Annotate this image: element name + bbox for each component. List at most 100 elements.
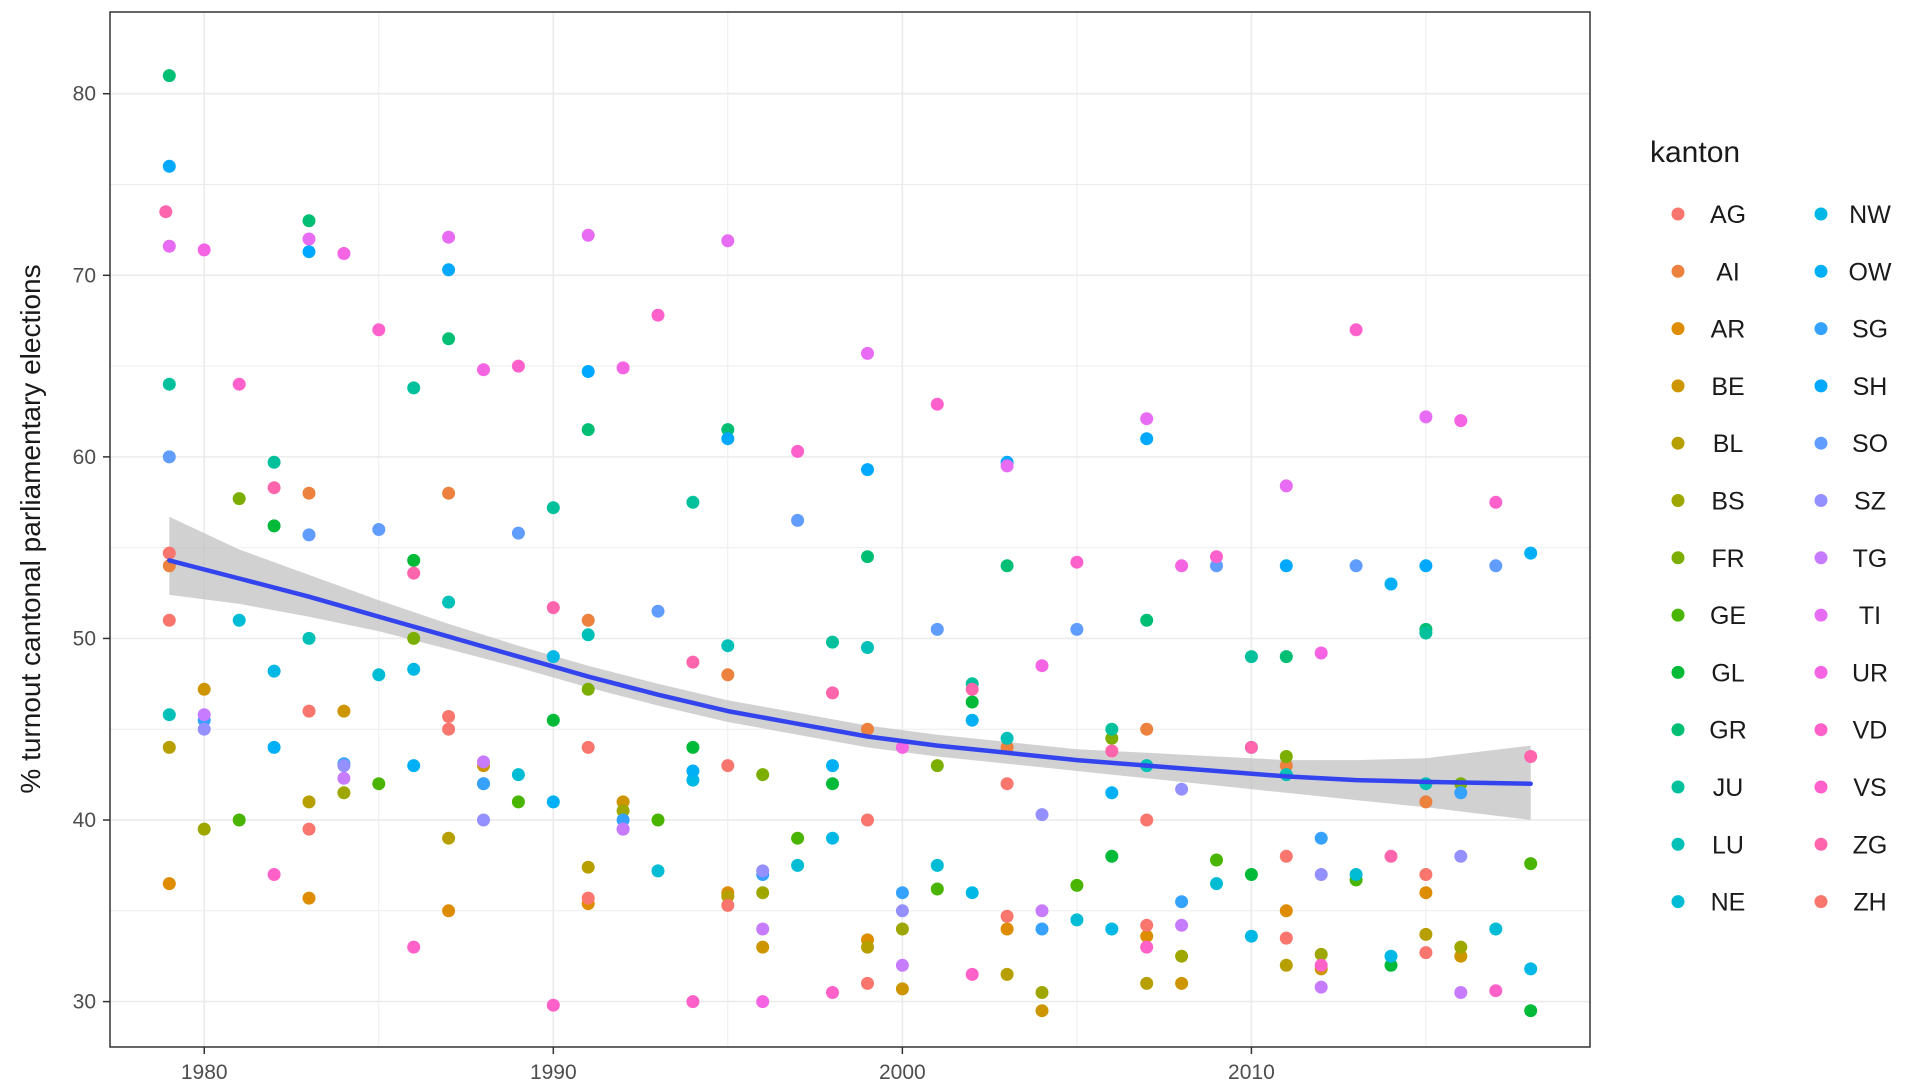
data-point-sz <box>477 813 490 827</box>
legend-label-vs: VS <box>1853 774 1886 802</box>
legend-label-ai: AI <box>1716 258 1740 286</box>
legend-key-gl <box>1671 665 1685 679</box>
data-point-ne <box>1210 877 1223 891</box>
legend-key-ur <box>1814 665 1828 679</box>
data-point-bl <box>721 889 735 903</box>
data-point-ju <box>162 377 176 391</box>
legend-key-be <box>1671 379 1685 393</box>
legend-label-gl: GL <box>1711 659 1744 687</box>
legend-key-ge <box>1671 608 1685 622</box>
data-point-ag <box>1279 849 1293 863</box>
data-point-fr <box>232 492 246 506</box>
data-point-bl <box>302 795 316 809</box>
data-points <box>159 69 1538 1018</box>
data-point-ai <box>302 486 316 500</box>
data-point-tg <box>1175 918 1189 932</box>
data-point-tg <box>337 771 351 785</box>
data-point-tg <box>1314 980 1328 994</box>
data-point-ti <box>1000 459 1014 473</box>
data-point-tg <box>616 822 630 836</box>
data-point-gr <box>1000 559 1014 573</box>
data-point-tg <box>477 755 490 769</box>
data-point-zg <box>407 566 421 580</box>
legend-key-so <box>1814 436 1828 450</box>
data-point-zg <box>1105 744 1119 758</box>
data-point-ju <box>826 635 839 649</box>
legend-key-ow <box>1814 264 1828 278</box>
data-point-ow <box>826 759 839 773</box>
data-point-ge <box>1210 853 1223 867</box>
data-point-zg <box>267 481 281 495</box>
data-point-sz <box>1314 868 1328 881</box>
data-point-zg <box>1384 849 1398 863</box>
data-point-sg <box>1454 786 1468 800</box>
data-point-ge <box>1070 878 1084 892</box>
data-point-gl <box>965 695 979 709</box>
data-point-bs <box>337 786 351 800</box>
data-point-ag <box>1140 813 1154 827</box>
data-point-ow <box>546 795 560 809</box>
data-point-ow <box>686 764 700 778</box>
data-point-ar <box>1279 904 1293 918</box>
legend-key-lu <box>1671 837 1685 851</box>
data-point-zg <box>159 205 173 219</box>
data-point-vs <box>1349 323 1363 337</box>
y-tick-label: 30 <box>73 991 96 1014</box>
data-point-nw <box>686 773 700 787</box>
data-point-nw <box>267 664 281 678</box>
data-point-zh <box>302 822 316 836</box>
data-point-ar <box>302 891 316 905</box>
data-point-gl <box>546 713 560 727</box>
data-point-bs <box>756 886 770 900</box>
data-point-vs <box>1210 550 1223 564</box>
legend-key-ju <box>1671 780 1685 794</box>
data-point-ti <box>1140 412 1154 426</box>
data-point-nw <box>546 650 560 664</box>
data-point-ur <box>1035 659 1049 673</box>
data-point-so <box>511 526 525 540</box>
legend-key-vs <box>1814 780 1828 794</box>
legend: kanton AG AI AR BE BL BS FR GE GL GR JU LU NE NW OW SG SH… <box>1650 136 1892 917</box>
data-point-lu <box>302 631 316 645</box>
data-point-lu <box>721 639 735 653</box>
data-point-ne <box>791 858 805 872</box>
legend-label-ne: NE <box>1711 889 1746 917</box>
data-point-gr <box>1140 613 1154 627</box>
data-point-sh <box>1279 559 1293 573</box>
data-point-ne <box>232 613 246 627</box>
data-point-vd <box>1489 984 1503 998</box>
data-point-ar <box>162 877 176 891</box>
legend-key-sh <box>1814 379 1828 393</box>
data-point-so <box>372 523 386 536</box>
data-point-vs <box>930 397 944 411</box>
data-point-sg <box>1314 831 1328 845</box>
data-point-sh <box>1140 432 1154 446</box>
data-point-bl <box>861 940 874 954</box>
y-tick-label: 50 <box>73 627 96 650</box>
legend-label-zg: ZG <box>1853 831 1888 859</box>
data-point-sh <box>442 263 456 277</box>
data-point-zh <box>1419 946 1433 960</box>
data-point-vs <box>791 444 805 458</box>
legend-label-bl: BL <box>1713 430 1744 458</box>
legend-key-vd <box>1814 723 1828 737</box>
data-point-zh <box>162 546 176 560</box>
data-point-fr <box>407 631 421 645</box>
data-point-bl <box>1140 976 1154 990</box>
data-point-nw <box>1105 922 1119 936</box>
data-point-ge <box>930 882 944 896</box>
data-point-ai <box>581 613 595 627</box>
legend-key-zg <box>1814 837 1828 851</box>
plot-background <box>110 12 1590 1047</box>
legend-label-sh: SH <box>1853 373 1888 401</box>
legend-key-ne <box>1671 895 1685 909</box>
data-point-ne <box>511 768 525 782</box>
plot-panel-border <box>109 11 1591 1048</box>
trend-line-path <box>167 558 1533 786</box>
confidence-band <box>169 516 1531 820</box>
data-point-fr <box>581 682 595 696</box>
data-point-gr <box>162 69 176 83</box>
data-point-so <box>302 528 316 542</box>
data-point-zg <box>965 682 979 696</box>
data-point-ai <box>721 668 735 682</box>
